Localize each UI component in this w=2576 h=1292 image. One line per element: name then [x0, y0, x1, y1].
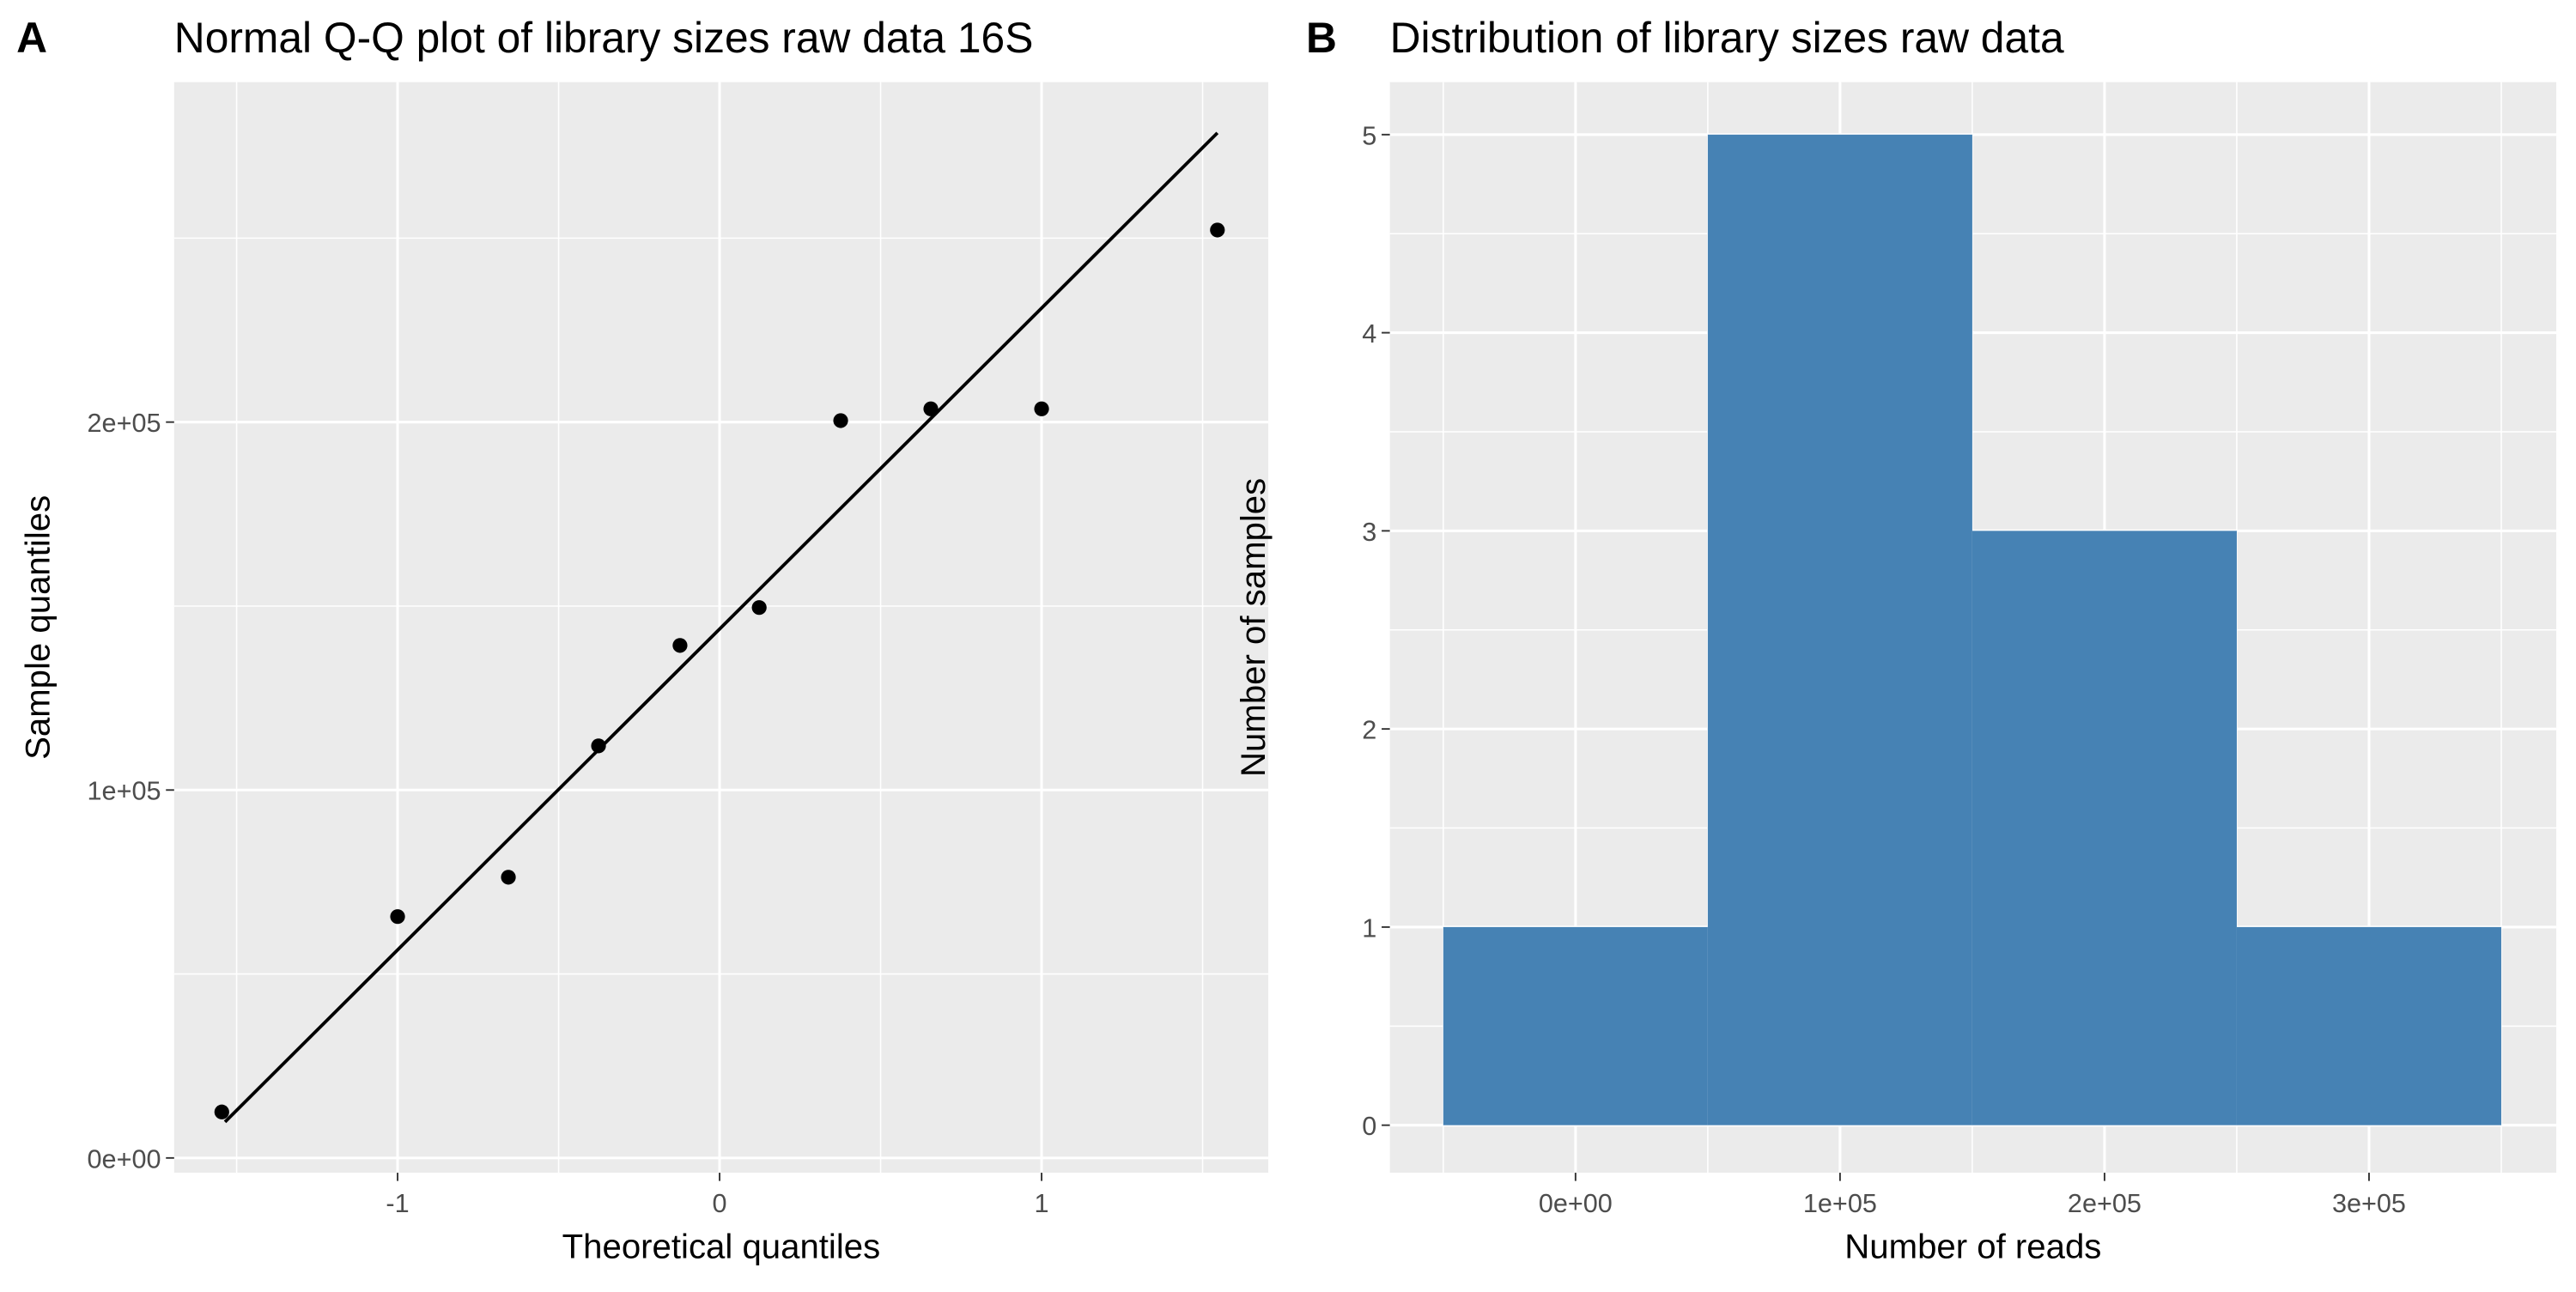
panel: B Distribution of library sizes raw data 0… [1234, 14, 2557, 1266]
point [214, 1104, 229, 1119]
y-tick-label: 0 [1362, 1112, 1376, 1141]
point [390, 909, 405, 925]
bar [1443, 926, 1708, 1125]
x-tick-label: 3e+05 [2332, 1189, 2406, 1218]
point [1034, 401, 1049, 416]
x-tick-label: 0e+00 [1539, 1189, 1613, 1218]
x-tick-label: 1e+05 [1803, 1189, 1877, 1218]
y-tick-label: 4 [1362, 319, 1376, 349]
x-tick-label: -1 [386, 1189, 409, 1218]
y-tick-label: 1 [1362, 913, 1376, 943]
panel-tag: B [1306, 14, 1337, 62]
y-axis-label: Sample quantiles [18, 495, 57, 760]
y-tick-label: 5 [1362, 121, 1376, 150]
panel: A Normal Q-Q plot of library sizes raw da… [16, 14, 1269, 1266]
x-axis-label: Theoretical quantiles [562, 1228, 881, 1266]
panel-tag: A [16, 14, 47, 62]
bar [1971, 531, 2237, 1125]
x-tick-label: 0 [713, 1189, 727, 1218]
point [591, 738, 606, 754]
x-tick-label: 2e+05 [2068, 1189, 2142, 1218]
y-axis-label: Number of samples [1234, 478, 1273, 777]
point [1210, 222, 1225, 238]
bar [2236, 926, 2501, 1125]
point [923, 401, 939, 416]
chart-title: Distribution of library sizes raw data [1390, 14, 2064, 62]
point [833, 413, 848, 428]
chart-title: Normal Q-Q plot of library sizes raw dat… [174, 14, 1034, 62]
point [751, 600, 767, 616]
y-tick-label: 0e+00 [88, 1144, 161, 1174]
bar [1707, 134, 1972, 1125]
x-tick-label: 1 [1035, 1189, 1049, 1218]
y-tick-label: 2 [1362, 716, 1376, 745]
reference-line [223, 131, 1219, 1124]
y-tick-label: 1e+05 [88, 777, 161, 806]
point [501, 870, 516, 885]
y-tick-label: 2e+05 [88, 409, 161, 438]
point [672, 638, 688, 653]
x-axis-label: Number of reads [1844, 1228, 2101, 1266]
y-tick-label: 3 [1362, 518, 1376, 547]
